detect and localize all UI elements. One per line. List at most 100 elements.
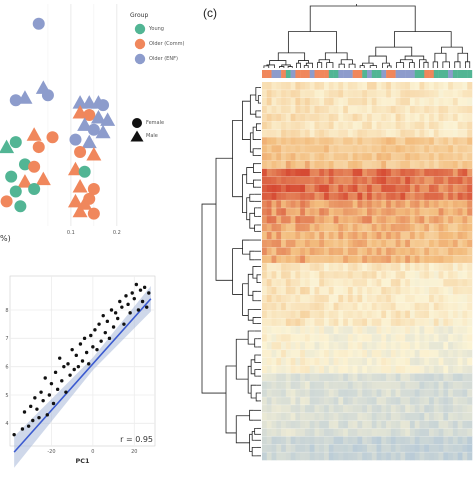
heatmap-cell bbox=[367, 397, 372, 405]
heatmap-cell bbox=[386, 177, 391, 185]
heatmap-cell bbox=[315, 224, 320, 232]
heatmap-cell bbox=[410, 129, 415, 137]
heatmap-cell bbox=[338, 373, 343, 381]
column-annotation-cell bbox=[400, 70, 405, 78]
heatmap-cell bbox=[381, 444, 386, 452]
heatmap-cell bbox=[272, 137, 277, 145]
heatmap-cell bbox=[338, 137, 343, 145]
heatmap-cell bbox=[281, 153, 286, 161]
heatmap-cell bbox=[377, 82, 382, 90]
column-dendrogram-branch bbox=[370, 66, 376, 67]
heatmap-cell bbox=[458, 334, 463, 342]
legend-male-marker bbox=[130, 130, 144, 142]
heatmap-cell bbox=[420, 295, 425, 303]
data-point bbox=[85, 351, 88, 354]
heatmap-cell bbox=[377, 161, 382, 169]
heatmap-cell bbox=[458, 271, 463, 279]
heatmap-cell bbox=[338, 444, 343, 452]
heatmap-cell bbox=[367, 444, 372, 452]
heatmap-cell bbox=[319, 145, 324, 153]
heatmap-cell bbox=[353, 381, 358, 389]
heatmap-cell bbox=[420, 334, 425, 342]
heatmap-cell bbox=[410, 287, 415, 295]
heatmap-cell bbox=[458, 114, 463, 122]
heatmap-cell bbox=[310, 326, 315, 334]
heatmap-cell bbox=[467, 232, 472, 240]
heatmap-cell bbox=[305, 82, 310, 90]
heatmap-cell bbox=[405, 137, 410, 145]
heatmap-cell bbox=[281, 169, 286, 177]
heatmap-cell bbox=[319, 106, 324, 114]
heatmap-cell bbox=[453, 366, 458, 374]
column-annotation-cell bbox=[467, 70, 472, 78]
heatmap-cell bbox=[443, 169, 448, 177]
heatmap-cell bbox=[410, 184, 415, 192]
heatmap-cell bbox=[295, 397, 300, 405]
heatmap-cell bbox=[281, 310, 286, 318]
heatmap-cell bbox=[286, 310, 291, 318]
heatmap-cell bbox=[291, 429, 296, 437]
row-dendrogram-branch bbox=[236, 339, 248, 379]
heatmap-cell bbox=[396, 106, 401, 114]
heatmap-cell bbox=[386, 169, 391, 177]
heatmap-cell bbox=[291, 192, 296, 200]
heatmap-cell bbox=[267, 255, 272, 263]
heatmap-cell bbox=[305, 444, 310, 452]
heatmap-cell bbox=[405, 145, 410, 153]
heatmap-cell bbox=[443, 310, 448, 318]
heatmap-cell bbox=[319, 436, 324, 444]
heatmap-cell bbox=[434, 90, 439, 98]
heatmap-cell bbox=[262, 177, 267, 185]
heatmap-cell bbox=[467, 208, 472, 216]
heatmap-cell bbox=[434, 381, 439, 389]
heatmap-cell bbox=[324, 192, 329, 200]
heatmap-cell bbox=[434, 161, 439, 169]
heatmap-cell bbox=[343, 358, 348, 366]
heatmap-cell bbox=[381, 98, 386, 106]
heatmap-cell bbox=[424, 200, 429, 208]
heatmap-cell bbox=[324, 413, 329, 421]
heatmap-cell bbox=[281, 279, 286, 287]
heatmap-cell bbox=[305, 169, 310, 177]
heatmap-cell bbox=[424, 444, 429, 452]
heatmap-cell bbox=[334, 334, 339, 342]
heatmap-cell bbox=[315, 240, 320, 248]
heatmap-cell bbox=[405, 192, 410, 200]
data-point bbox=[48, 393, 51, 396]
heatmap-cell bbox=[396, 318, 401, 326]
heatmap-cell bbox=[276, 247, 281, 255]
heatmap-cell bbox=[267, 200, 272, 208]
heatmap-cell bbox=[377, 350, 382, 358]
heatmap-cell bbox=[453, 255, 458, 263]
heatmap-cell bbox=[391, 366, 396, 374]
heatmap-cell bbox=[262, 318, 267, 326]
data-point bbox=[12, 433, 15, 436]
heatmap-cell bbox=[324, 184, 329, 192]
heatmap-cell bbox=[305, 310, 310, 318]
column-dendrogram-branch bbox=[360, 66, 364, 67]
heatmap-cell bbox=[372, 303, 377, 311]
heatmap-cell bbox=[353, 137, 358, 145]
heatmap-cell bbox=[372, 452, 377, 460]
heatmap-cell bbox=[262, 208, 267, 216]
heatmap-cell bbox=[396, 90, 401, 98]
heatmap-cell bbox=[400, 192, 405, 200]
heatmap-cell bbox=[276, 381, 281, 389]
heatmap-cell bbox=[424, 129, 429, 137]
heatmap-cell bbox=[262, 452, 267, 460]
heatmap-cell bbox=[362, 114, 367, 122]
heatmap-cell bbox=[272, 200, 277, 208]
heatmap-cell bbox=[291, 161, 296, 169]
heatmap-cell bbox=[272, 255, 277, 263]
heatmap-cell bbox=[334, 310, 339, 318]
heatmap-cell bbox=[324, 358, 329, 366]
heatmap-cell bbox=[262, 106, 267, 114]
heatmap-cell bbox=[424, 224, 429, 232]
heatmap-cell bbox=[467, 129, 472, 137]
heatmap-cell bbox=[367, 310, 372, 318]
heatmap-cell bbox=[400, 255, 405, 263]
data-point bbox=[106, 320, 109, 323]
heatmap-cell bbox=[315, 444, 320, 452]
heatmap-cell bbox=[291, 98, 296, 106]
heatmap-cell bbox=[410, 366, 415, 374]
